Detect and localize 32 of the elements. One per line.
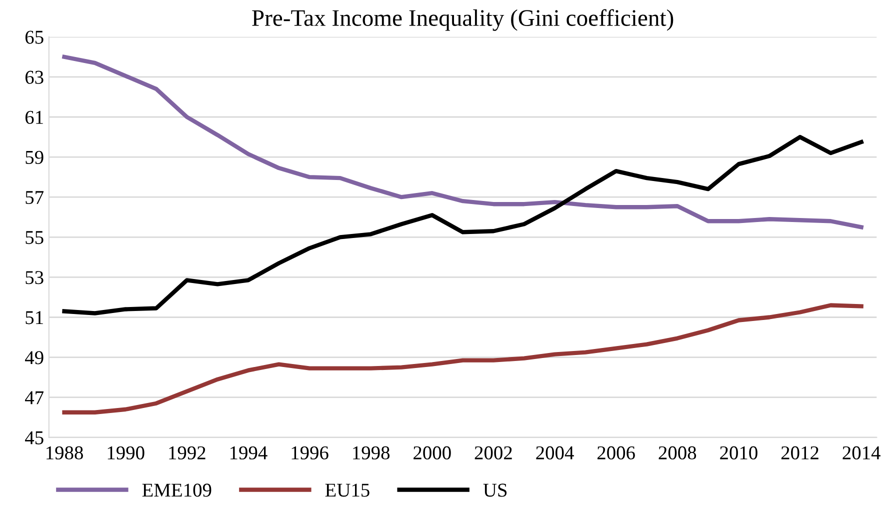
y-tick-label: 65 <box>25 30 44 44</box>
legend-label: US <box>483 484 507 497</box>
y-tick-label: 59 <box>26 150 44 164</box>
y-tick-label: 61 <box>25 110 43 124</box>
x-tick-label: 1994 <box>230 446 268 460</box>
line-series <box>62 134 864 316</box>
x-tick-label: 1998 <box>353 446 390 460</box>
y-tick-label: 45 <box>25 431 44 444</box>
y-tick-label: 53 <box>26 271 44 284</box>
x-tick-label: 2008 <box>658 446 696 460</box>
x-tick-label: 2014 <box>842 446 880 460</box>
y-tick-label: 55 <box>26 231 44 244</box>
y-tick-label: 57 <box>26 191 44 204</box>
x-tick-label: 2006 <box>597 446 635 460</box>
x-tick-label: 1990 <box>108 446 144 460</box>
legend-label: EME109 <box>142 484 212 497</box>
x-tick-label: 1996 <box>292 446 328 460</box>
line-series <box>62 303 864 414</box>
legend-label: EU15 <box>325 484 370 497</box>
x-tick-label: 2002 <box>474 446 512 460</box>
x-tick-label: 2010 <box>720 446 758 460</box>
x-tick-label: 2012 <box>781 446 818 460</box>
line-series <box>62 54 864 230</box>
x-tick-label: 2000 <box>414 446 451 460</box>
y-tick-label: 49 <box>25 351 44 364</box>
y-tick-label: 51 <box>26 311 43 324</box>
x-tick-label: 1992 <box>169 446 206 460</box>
y-tick-label: 47 <box>25 391 44 404</box>
x-tick-label: 1988 <box>46 446 83 460</box>
chart-title: Pre-Tax Income Inequality (Gini coefficient) <box>252 9 674 31</box>
y-tick-label: 63 <box>25 70 44 84</box>
x-tick-label: 2004 <box>536 446 574 460</box>
